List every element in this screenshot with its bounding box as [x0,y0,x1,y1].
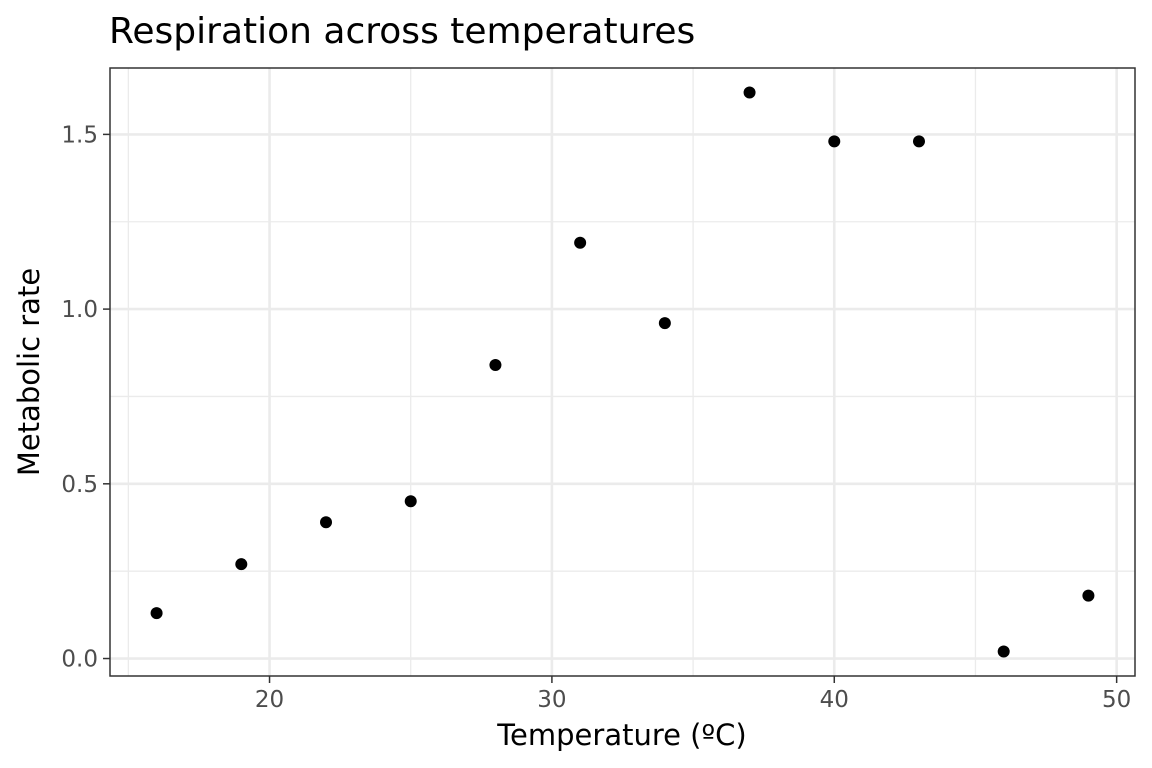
y-tick-label: 0.5 [61,472,98,498]
data-point [998,646,1010,658]
panel-background [110,68,1135,676]
x-tick-label: 20 [255,687,284,713]
data-point [405,495,417,507]
y-axis-title: Metabolic rate [12,268,46,476]
y-tick-label: 1.5 [61,122,98,148]
y-axis-ticks: 0.0 0.5 1.0 1.5 [61,122,110,672]
data-point [828,135,840,147]
data-point [489,359,501,371]
data-point [659,317,671,329]
x-tick-label: 40 [820,687,849,713]
data-point [151,607,163,619]
x-tick-label: 50 [1102,687,1131,713]
data-point [1082,590,1094,602]
y-tick-label: 1.0 [61,297,98,323]
data-point [744,86,756,98]
chart-title: Respiration across temperatures [109,11,695,52]
data-point [574,237,586,249]
x-axis-title: Temperature (ºC) [496,718,746,752]
x-tick-label: 30 [537,687,566,713]
data-point [913,135,925,147]
data-point [235,558,247,570]
x-axis-ticks: 20 30 40 50 [255,676,1131,713]
data-point [320,516,332,528]
y-tick-label: 0.0 [61,647,98,673]
